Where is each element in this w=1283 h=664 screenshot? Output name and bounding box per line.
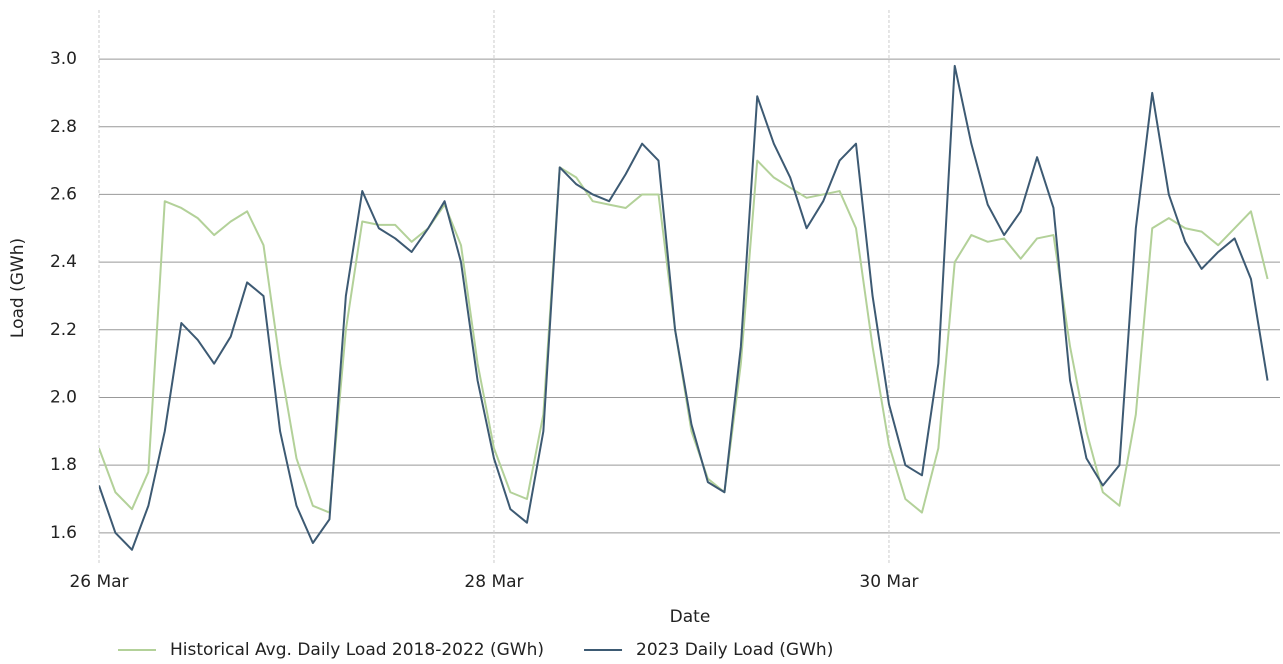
y-tick-label: 2.6	[50, 184, 77, 204]
x-tick-label: 30 Mar	[859, 572, 918, 592]
y-tick-label: 2.4	[50, 252, 77, 272]
x-axis-label: Date	[670, 607, 711, 627]
y-tick-label: 3.0	[50, 49, 77, 69]
y-tick-label: 2.0	[50, 387, 77, 407]
series-line	[99, 159, 1269, 514]
legend-label: 2023 Daily Load (GWh)	[636, 640, 833, 660]
y-tick-label: 2.2	[50, 320, 77, 340]
series-line	[99, 64, 1269, 551]
y-tick-label: 2.8	[50, 117, 77, 137]
y-tick-label: 1.8	[50, 455, 77, 475]
y-axis-label: Load (GWh)	[8, 238, 28, 338]
y-tick-label: 1.6	[50, 523, 77, 543]
legend-label: Historical Avg. Daily Load 2018-2022 (GW…	[170, 640, 544, 660]
x-tick-label: 28 Mar	[464, 572, 523, 592]
x-tick-label: 26 Mar	[69, 572, 128, 592]
